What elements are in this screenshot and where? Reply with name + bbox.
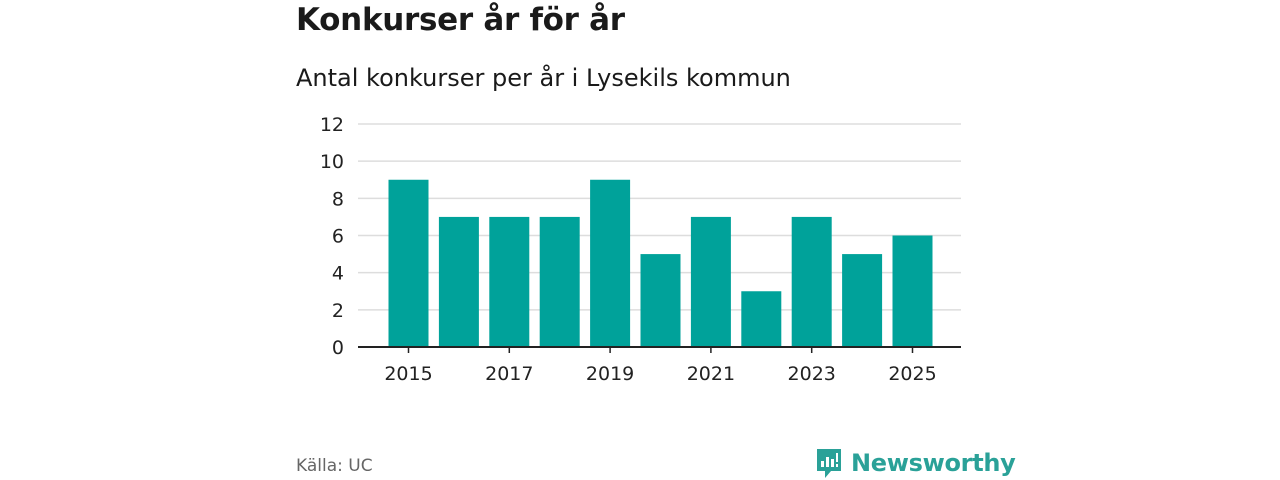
x-tick-label: 2019 [586, 363, 634, 385]
y-tick-label: 6 [332, 226, 344, 248]
newsworthy-logo-icon [817, 449, 841, 478]
bar [741, 291, 782, 347]
x-axis-ticks: 2015 2017 2019 2021 2023 2025 [384, 347, 937, 385]
y-tick-label: 0 [332, 337, 344, 359]
source-note: Källa: UC [296, 456, 373, 476]
bar [892, 235, 933, 347]
y-tick-label: 2 [332, 300, 344, 322]
y-tick-label: 12 [320, 114, 344, 136]
bar-chart: 0 2 4 6 8 10 12 2015 2017 2019 2021 2023 2025 [320, 114, 961, 385]
x-tick-label: 2015 [384, 363, 432, 385]
bar [842, 254, 883, 347]
x-tick-label: 2017 [485, 363, 533, 385]
y-axis-ticks: 0 2 4 6 8 10 12 [320, 114, 344, 359]
x-tick-label: 2021 [687, 363, 735, 385]
bar [690, 216, 731, 347]
y-tick-label: 4 [332, 263, 344, 285]
x-tick-label: 2025 [888, 363, 936, 385]
y-tick-label: 8 [332, 188, 344, 210]
bar [791, 216, 832, 347]
y-tick-label: 10 [320, 151, 344, 173]
bar [438, 216, 479, 347]
bar [489, 216, 530, 347]
bar [539, 216, 580, 347]
bar [590, 179, 631, 347]
bars [388, 179, 933, 347]
bar [640, 254, 681, 347]
bar [388, 179, 429, 347]
chart-title: Konkurser år för år [296, 2, 625, 38]
x-tick-label: 2023 [788, 363, 836, 385]
brand-name: Newsworthy [851, 449, 1016, 477]
brand-logo[interactable]: Newsworthy [815, 447, 1016, 479]
chart-subtitle: Antal konkurser per år i Lysekils kommun [296, 64, 791, 92]
